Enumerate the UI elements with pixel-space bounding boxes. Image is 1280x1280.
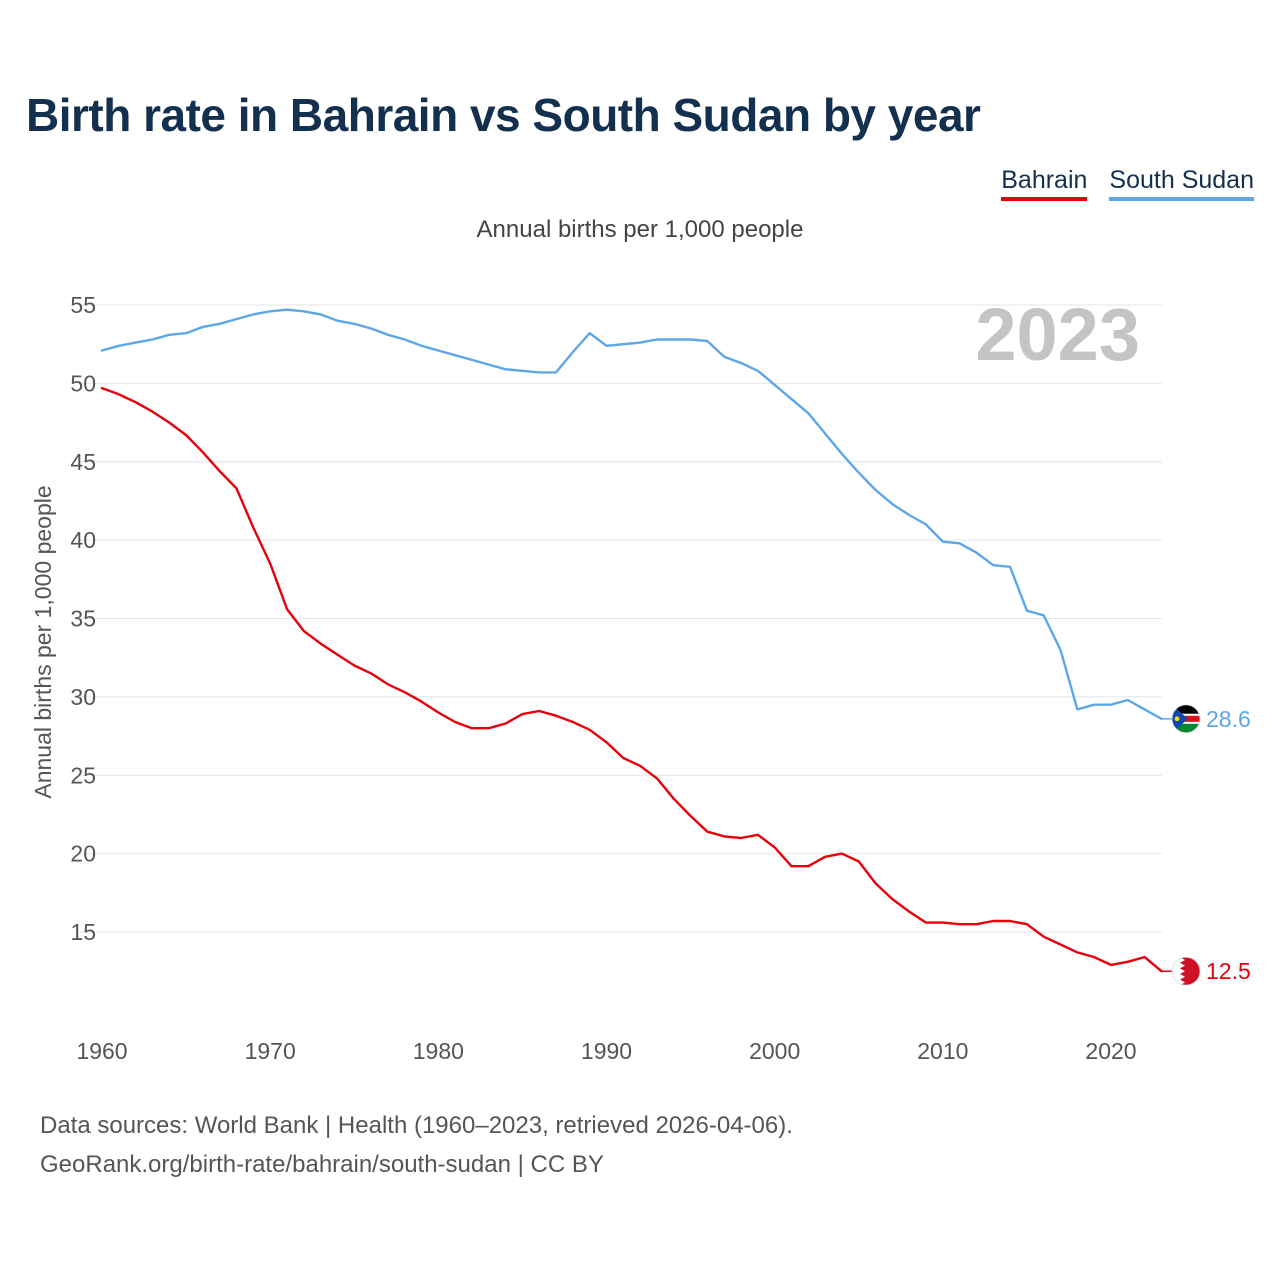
y-axis-label: Annual births per 1,000 people <box>30 485 56 798</box>
series-line-south-sudan <box>100 308 1163 720</box>
y-tick-label: 15 <box>70 919 96 945</box>
series-lines <box>100 308 1163 973</box>
x-tick-label: 1970 <box>245 1038 296 1064</box>
x-tick-label: 2010 <box>917 1038 968 1064</box>
x-tick-label: 1990 <box>581 1038 632 1064</box>
y-tick-label: 45 <box>70 449 96 475</box>
y-tick-label: 40 <box>70 527 96 553</box>
grid-lines <box>80 304 1162 933</box>
end-value-label-south-sudan: 28.6 <box>1206 706 1251 732</box>
footer: Data sources: World Bank | Health (1960–… <box>40 1106 793 1184</box>
y-tick-label: 35 <box>70 606 96 632</box>
y-tick-label: 20 <box>70 841 96 867</box>
x-tick-label: 1960 <box>76 1038 127 1064</box>
page-title: Birth rate in Bahrain vs South Sudan by … <box>26 89 981 141</box>
y-tick-label: 55 <box>70 292 96 318</box>
y-tick-label: 50 <box>70 370 96 396</box>
chart-subtitle: Annual births per 1,000 people <box>476 216 804 243</box>
x-tick-label: 2020 <box>1085 1038 1136 1064</box>
y-tick-label: 25 <box>70 762 96 788</box>
flag-south-sudan-icon <box>1172 704 1200 733</box>
series-line-bahrain <box>100 386 1163 973</box>
flag-bahrain-icon <box>1172 957 1200 986</box>
end-markers: 12.5 28.6 <box>1161 704 1251 986</box>
legend-item-south-sudan[interactable]: South Sudan <box>1109 166 1254 201</box>
y-tick-label: 30 <box>70 684 96 710</box>
year-watermark: 2023 <box>975 293 1140 376</box>
x-tick-label: 1980 <box>413 1038 464 1064</box>
end-value-label-bahrain: 12.5 <box>1206 958 1251 984</box>
x-axis-ticks: 1960 1970 1980 1990 2000 2010 2020 <box>76 1038 1136 1064</box>
y-axis-ticks: 15 20 25 30 35 40 45 50 55 <box>70 292 96 945</box>
footer-sources: Data sources: World Bank | Health (1960–… <box>40 1112 793 1139</box>
footer-attribution: GeoRank.org/birth-rate/bahrain/south-sud… <box>40 1151 604 1178</box>
legend: Bahrain South Sudan <box>1001 166 1254 201</box>
legend-item-bahrain[interactable]: Bahrain <box>1001 166 1088 201</box>
x-tick-label: 2000 <box>749 1038 800 1064</box>
